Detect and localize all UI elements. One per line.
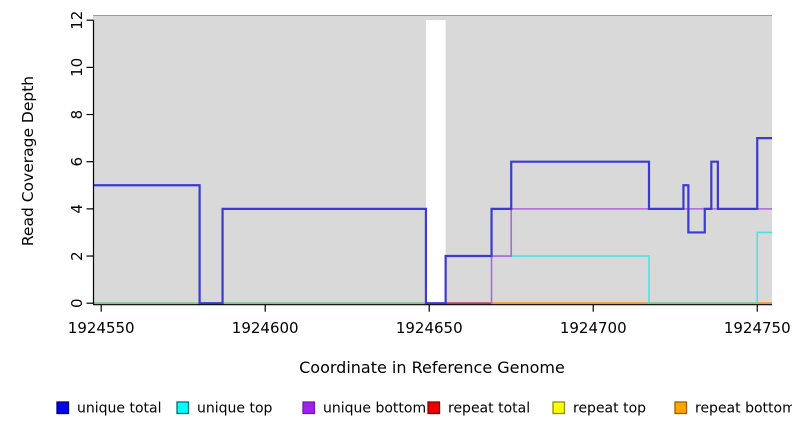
legend-item-repeat-top: repeat top: [552, 401, 646, 417]
legend-label: repeat top: [573, 401, 646, 417]
legend: unique total unique top unique bottom repea…: [56, 401, 792, 417]
legend-swatch: [674, 401, 688, 415]
legend-label: repeat bottom: [695, 401, 792, 417]
legend-swatch: [427, 401, 441, 415]
legend-swatch: [552, 401, 566, 415]
legend-swatch: [56, 401, 70, 415]
x-axis-title: Coordinate in Reference Genome: [299, 358, 565, 377]
series-line-unique-bottom: [490, 208, 772, 304]
legend-item-repeat-total: repeat total: [427, 401, 530, 417]
legend-label: unique top: [197, 401, 273, 417]
y-tick-label: 0: [68, 298, 86, 308]
legend-item-unique-total: unique total: [56, 401, 161, 417]
legend-label: unique total: [77, 401, 161, 417]
y-tick-label: 10: [68, 58, 86, 77]
legend-swatch: [302, 401, 316, 415]
legend-item-repeat-bottom: repeat bottom: [674, 401, 792, 417]
legend-label: repeat total: [448, 401, 530, 417]
legend-item-unique-top: unique top: [176, 401, 273, 417]
legend-item-unique-bottom: unique bottom: [302, 401, 426, 417]
axes: [86, 19, 772, 312]
y-tick-label: 4: [68, 204, 86, 214]
legend-swatch: [176, 401, 190, 415]
x-tick-label: 1924600: [232, 319, 299, 337]
y-axis-title: Read Coverage Depth: [19, 76, 37, 246]
series-line-unique-top: [756, 231, 772, 304]
y-tick-label: 6: [68, 157, 86, 167]
x-tick-label: 1924650: [396, 319, 463, 337]
y-tick-label: 2: [68, 251, 86, 261]
series-line-unique-total: [93, 137, 772, 305]
y-tick-label: 12: [68, 11, 86, 30]
x-tick-label: 1924700: [560, 319, 627, 337]
legend-label: unique bottom: [323, 401, 426, 417]
coverage-gap-band: [425, 20, 446, 305]
x-tick-label: 1924550: [68, 319, 135, 337]
y-tick-label: 8: [68, 110, 86, 120]
tick-labels: 1924550 1924600 1924650 1924700 1924750 0 2 4 6 8…: [68, 11, 791, 337]
series-lines: [93, 137, 772, 305]
plot-area: [93, 15, 772, 305]
x-tick-label: 1924750: [724, 319, 791, 337]
